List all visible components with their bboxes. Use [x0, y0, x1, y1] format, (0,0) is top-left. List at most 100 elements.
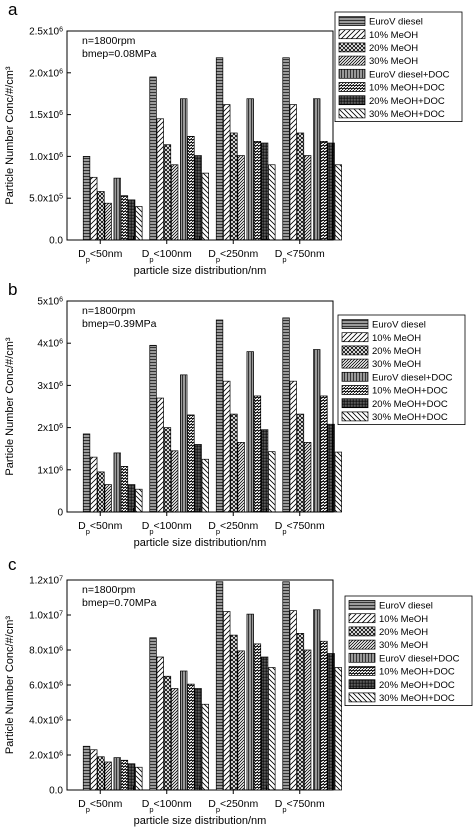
condition-annotation: bmep=0.08MPa: [82, 48, 157, 60]
y-tick-label: 0.0: [49, 236, 63, 247]
bar-10-meoh-1: [156, 656, 164, 791]
bar-20-meoh-0: [97, 471, 105, 513]
y-tick-label: 0.0: [49, 786, 63, 797]
bar-30-meoh-doc-0: [135, 206, 143, 241]
y-tick-label: 1x106: [37, 465, 63, 477]
bar-eurov-diesel-doc-3: [313, 609, 321, 791]
legend-swatch: [348, 666, 376, 676]
legend-swatch: [348, 626, 376, 637]
bar-eurov-diesel-doc-2: [246, 613, 254, 791]
legend-swatch: [338, 29, 366, 40]
bar-10-meoh-1: [156, 397, 164, 513]
bar-30-meoh-2: [237, 442, 245, 513]
y-tick-label: 2.0x106: [29, 68, 63, 80]
bar-30-meoh-3: [304, 442, 312, 513]
legend-swatch: [348, 639, 376, 650]
bar-30-meoh-1: [171, 164, 179, 241]
x-tick-label: Dp<250nm: [208, 798, 258, 814]
x-tick-label: Dp<100nm: [142, 798, 192, 814]
bar-30-meoh-doc-3: [334, 451, 342, 513]
bar-20-meoh-1: [163, 144, 172, 241]
bar-30-meoh-3: [304, 649, 312, 791]
x-tick-label: Dp<750nm: [275, 798, 325, 814]
legend-swatch: [341, 385, 369, 395]
bar-30-meoh-1: [171, 688, 179, 791]
bar-20-meoh-doc-1: [194, 444, 202, 513]
y-tick-label: 1.5x106: [29, 110, 63, 122]
bar-eurov-diesel-1: [149, 344, 157, 513]
bar-10-meoh-3: [289, 380, 297, 513]
bar-20-meoh-doc-0: [127, 484, 136, 513]
bar-30-meoh-doc-2: [268, 164, 276, 241]
legend-entry: 30% MeOH: [372, 359, 421, 370]
bar-eurov-diesel-doc-3: [313, 98, 321, 241]
bar-eurov-diesel-doc-0: [113, 177, 121, 241]
bar-eurov-diesel-doc-1: [180, 98, 188, 241]
legend: EuroV diesel 10% MeOH 20% MeOH 30% MeOH Euro…: [337, 314, 466, 425]
bar-30-meoh-doc-3: [334, 667, 342, 791]
bar-20-meoh-doc-1: [194, 155, 202, 241]
bar-eurov-diesel-3: [282, 581, 290, 791]
bar-eurov-diesel-doc-1: [180, 374, 188, 513]
legend-entry: 30% MeOH+DOC: [369, 109, 445, 120]
legend-swatch: [341, 411, 369, 422]
x-tick-label: Dp<50nm: [78, 248, 122, 264]
chart-panel-a: a 0.0 5.0x105 1.0x106 1.5x106 2.0x106 2.5x106 D…: [4, 0, 463, 277]
bar-20-meoh-doc-2: [260, 429, 269, 513]
bar-10-meoh-3: [289, 104, 297, 241]
chart-panel-c: c 0.0 2.0x106 4.0x106 6.0x106 8.0x106 1.0x107 1…: [4, 555, 473, 827]
legend-swatch: [348, 600, 376, 610]
legend-entry: 30% MeOH: [369, 56, 418, 67]
bar-eurov-diesel-2: [215, 319, 224, 513]
legend-entry: EuroV diesel: [372, 320, 426, 331]
bar-20-meoh-doc-2: [260, 142, 269, 241]
y-axis-label: Particle Number Conc/#/cm³: [4, 337, 16, 475]
legend-entry: 20% MeOH: [369, 43, 418, 54]
legend-entry: 10% MeOH: [369, 30, 418, 41]
bar-20-meoh-doc-2: [260, 656, 269, 791]
panel-letter: c: [8, 555, 17, 574]
legend-swatch: [348, 692, 376, 703]
bar-10-meoh-doc-3: [320, 640, 328, 791]
bar-30-meoh-doc-1: [201, 172, 209, 241]
legend-entry: EuroV diesel: [379, 601, 433, 612]
legend-swatch: [341, 371, 369, 382]
legend-entry: EuroV diesel+DOC: [379, 653, 460, 664]
bar-10-meoh-0: [90, 749, 98, 791]
bar-eurov-diesel-doc-0: [113, 757, 121, 791]
x-tick-label: Dp<50nm: [78, 798, 122, 814]
bar-10-meoh-2: [223, 104, 231, 241]
bar-30-meoh-doc-1: [201, 703, 209, 791]
bar-10-meoh-doc-1: [187, 414, 195, 513]
condition-annotation: n=1800rpm: [82, 584, 136, 596]
bar-30-meoh-2: [237, 650, 245, 791]
bar-20-meoh-0: [97, 756, 105, 791]
bar-10-meoh-doc-3: [320, 395, 328, 513]
bar-10-meoh-doc-3: [320, 141, 328, 241]
legend-entry: 10% MeOH+DOC: [369, 83, 445, 94]
legend-entry: 20% MeOH: [379, 627, 428, 638]
bar-10-meoh-0: [90, 456, 98, 513]
y-tick-label: 1.0x107: [29, 610, 63, 622]
bar-10-meoh-0: [90, 176, 98, 241]
bar-10-meoh-2: [223, 380, 231, 513]
bar-10-meoh-doc-2: [253, 643, 262, 791]
bar-20-meoh-2: [230, 413, 238, 513]
bar-eurov-diesel-doc-1: [180, 670, 188, 791]
condition-annotation: n=1800rpm: [82, 305, 136, 317]
legend-swatch: [341, 358, 369, 369]
bar-10-meoh-doc-2: [253, 141, 262, 241]
x-tick-label: Dp<100nm: [142, 520, 192, 536]
y-tick-label: 2.5x106: [29, 26, 63, 38]
bar-10-meoh-doc-1: [187, 135, 195, 241]
bar-eurov-diesel-1: [149, 637, 157, 791]
y-tick-label: 0: [57, 508, 63, 519]
bar-30-meoh-doc-3: [334, 164, 342, 241]
bar-20-meoh-doc-0: [127, 199, 136, 241]
y-tick-label: 1.0x106: [29, 151, 63, 163]
x-tick-label: Dp<100nm: [142, 248, 192, 264]
bar-10-meoh-doc-1: [187, 683, 195, 791]
legend-entry: 10% MeOH: [379, 614, 428, 625]
condition-annotation: n=1800rpm: [82, 35, 136, 47]
x-axis-label: particle size distribution/nm: [134, 265, 267, 277]
